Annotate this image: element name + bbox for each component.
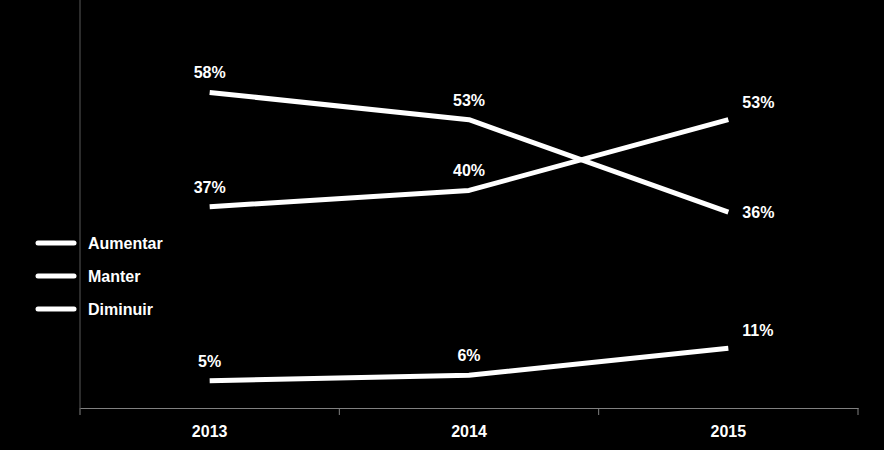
- chart: 2013 2014 2015 58% 53% 36% 37% 40% 53% 5% 6% 11% Aum…: [0, 0, 884, 450]
- legend-swatch: [38, 307, 74, 312]
- data-label: 36%: [742, 204, 774, 221]
- legend-swatch: [38, 241, 74, 246]
- category-separator: [339, 408, 340, 415]
- data-label: 40%: [453, 162, 485, 179]
- category-separators: [80, 408, 858, 415]
- x-axis: 2013 2014 2015: [81, 408, 859, 440]
- category-separator: [598, 408, 599, 415]
- background: [0, 0, 884, 450]
- legend-label: Manter: [88, 268, 140, 285]
- data-label: 53%: [453, 92, 485, 109]
- data-label: 6%: [457, 347, 480, 364]
- series-line: [210, 92, 729, 212]
- plot-area: [210, 92, 729, 380]
- x-tick: 2014: [451, 408, 487, 440]
- data-label: 11%: [742, 322, 773, 339]
- category-separator: [80, 408, 81, 415]
- legend-swatch: [38, 274, 74, 279]
- y-axis-line: [80, 0, 81, 408]
- legend-label: Aumentar: [88, 235, 163, 252]
- x-tick-label: 2015: [711, 423, 747, 440]
- series-line: [210, 348, 729, 381]
- x-tick: 2015: [711, 408, 747, 440]
- data-label: 37%: [194, 179, 226, 196]
- series-line: [210, 120, 729, 207]
- x-axis-line: [81, 408, 859, 409]
- data-label: 58%: [194, 64, 226, 81]
- x-tick: 2013: [192, 408, 228, 440]
- legend: Aumentar Manter Diminuir: [38, 235, 163, 318]
- legend-label: Diminuir: [88, 301, 153, 318]
- data-label: 53%: [742, 94, 774, 111]
- data-labels: 58% 53% 36% 37% 40% 53% 5% 6% 11%: [194, 64, 775, 369]
- x-tick-label: 2014: [451, 423, 487, 440]
- category-separator: [858, 408, 859, 415]
- x-tick-label: 2013: [192, 423, 228, 440]
- data-label: 5%: [198, 353, 221, 370]
